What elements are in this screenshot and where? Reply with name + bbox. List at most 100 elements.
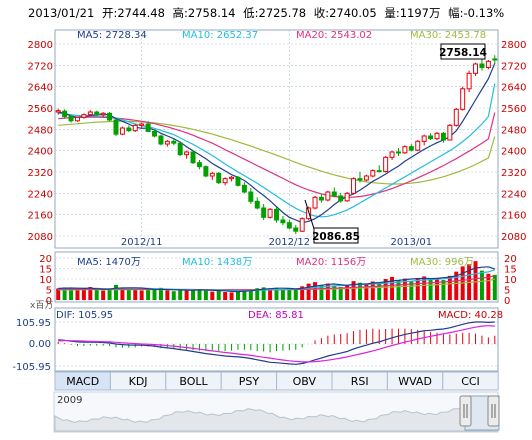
candle-up <box>267 208 273 218</box>
header-volume: 1197万 <box>400 6 441 20</box>
candle-up <box>164 140 170 145</box>
volume-bar-up <box>351 281 356 300</box>
macd-axis: 105.95 0.00 -105.95 <box>12 318 51 373</box>
candle-down <box>318 196 324 201</box>
tab-psy[interactable]: PSY <box>220 371 278 391</box>
volume-bar-down <box>428 279 433 300</box>
volume-bar-up <box>229 292 234 300</box>
macd-axis-bottom: -105.95 <box>12 362 51 373</box>
volume-bar-up <box>210 291 215 300</box>
tab-macd[interactable]: MACD <box>54 371 111 391</box>
price-tick-left: 2400 <box>28 147 53 158</box>
volume-bar-up <box>300 286 305 300</box>
volume-bar-down <box>248 289 253 300</box>
volume-bar-up <box>101 290 106 300</box>
price-tick-right: 2640 <box>501 83 526 94</box>
volume-bar-up <box>364 284 369 300</box>
volume-bar-down <box>114 284 118 300</box>
volume-bar-up <box>473 261 478 300</box>
tab-boll[interactable]: BOLL <box>165 371 222 391</box>
tab-cci[interactable]: CCI <box>442 371 499 391</box>
candle-up <box>434 132 440 140</box>
candle-down <box>203 166 209 177</box>
macd-legend: DIF: 105.95 DEA: 85.81 MACD: 40.28 <box>56 310 503 321</box>
candle-up <box>466 72 472 90</box>
candle-up <box>299 218 305 232</box>
volume-tick-left: 20 <box>39 254 52 265</box>
price-tick-left: 2640 <box>28 83 53 94</box>
candle-up <box>415 140 421 151</box>
volume-tick-right: 10 <box>504 275 517 286</box>
candle-down <box>357 178 363 181</box>
candle-down <box>254 200 260 209</box>
candle-down <box>126 127 132 132</box>
volume-bar-down <box>216 290 221 300</box>
candle-up <box>87 111 93 116</box>
volume-bar-up <box>435 277 439 300</box>
volume-bar-down <box>255 288 260 300</box>
tab-wvad[interactable]: WVAD <box>386 371 444 391</box>
vol-legend-ma10: MA10: 1438万 <box>182 257 252 268</box>
candle-up <box>209 172 215 177</box>
candle-up <box>344 192 350 202</box>
volume-bar-up <box>165 290 170 300</box>
volume-bar-up <box>139 290 144 300</box>
ma5-line <box>58 62 496 224</box>
price-tick-left: 2560 <box>28 104 53 115</box>
volume-bar-down <box>293 289 298 300</box>
volume-bar-up <box>454 271 459 300</box>
volume-bar-down <box>197 289 202 300</box>
candle-up <box>421 135 427 142</box>
tab-label: CCI <box>461 375 480 388</box>
tab-kdj[interactable]: KDJ <box>109 371 167 391</box>
vol-legend-ma20: MA20: 1156万 <box>296 257 366 268</box>
candle-down <box>280 219 286 224</box>
candle-down <box>492 58 498 61</box>
tab-label: BOLL <box>179 375 208 388</box>
volume-bar-up <box>325 283 330 300</box>
candle-down <box>68 116 74 122</box>
header-change-label: 幅: <box>448 6 463 20</box>
tab-label: WVAD <box>398 375 432 388</box>
macd-panel <box>54 307 499 372</box>
volume-tick-left: 10 <box>39 275 52 286</box>
volume-bar-down <box>94 289 99 300</box>
candle-down <box>190 151 196 164</box>
volume-bar-up <box>313 282 318 300</box>
price-tick-right: 2240 <box>501 189 526 200</box>
ohlc-header: 2013/01/21 开:2744.48 高:2758.14 低:2725.78… <box>28 6 504 20</box>
tab-label: OBV <box>293 375 317 388</box>
candle-up <box>402 146 408 154</box>
navigator-right-handle[interactable] <box>487 395 500 427</box>
candle-down <box>338 195 344 202</box>
candle-down <box>158 135 164 145</box>
volume-bar-down <box>332 285 337 300</box>
price-tick-right: 2400 <box>501 147 526 158</box>
tab-label: MACD <box>66 375 99 388</box>
tab-label: PSY <box>239 375 260 388</box>
volume-bar-down <box>441 280 446 300</box>
candle-down <box>152 130 158 137</box>
macd-value-label: MACD: 40.28 <box>438 310 503 321</box>
candle-up <box>312 196 318 209</box>
volume-bar-down <box>280 289 285 300</box>
volume-bar-down <box>274 287 279 300</box>
candle-down <box>331 191 337 197</box>
header-close: 2740.05 <box>329 6 377 20</box>
min-callout: 2086.85 <box>304 199 360 244</box>
candle-up <box>383 156 389 172</box>
tab-rsi[interactable]: RSI <box>331 371 388 391</box>
tab-obv[interactable]: OBV <box>276 371 333 391</box>
volume-bar-down <box>171 291 176 300</box>
navigator-left-handle[interactable] <box>459 395 472 427</box>
price-tick-right: 2560 <box>501 104 526 115</box>
header-high: 2758.14 <box>188 6 236 20</box>
price-legend: MA5: 2728.34 MA10: 2652.37 MA20: 2543.02… <box>77 30 486 41</box>
price-tick-right: 2720 <box>501 61 526 72</box>
volume-bar-down <box>261 287 266 300</box>
price-tick-right: 2480 <box>501 125 526 136</box>
candle-down <box>248 191 254 202</box>
price-tick-left: 2720 <box>28 61 53 72</box>
candle-down <box>107 112 113 121</box>
